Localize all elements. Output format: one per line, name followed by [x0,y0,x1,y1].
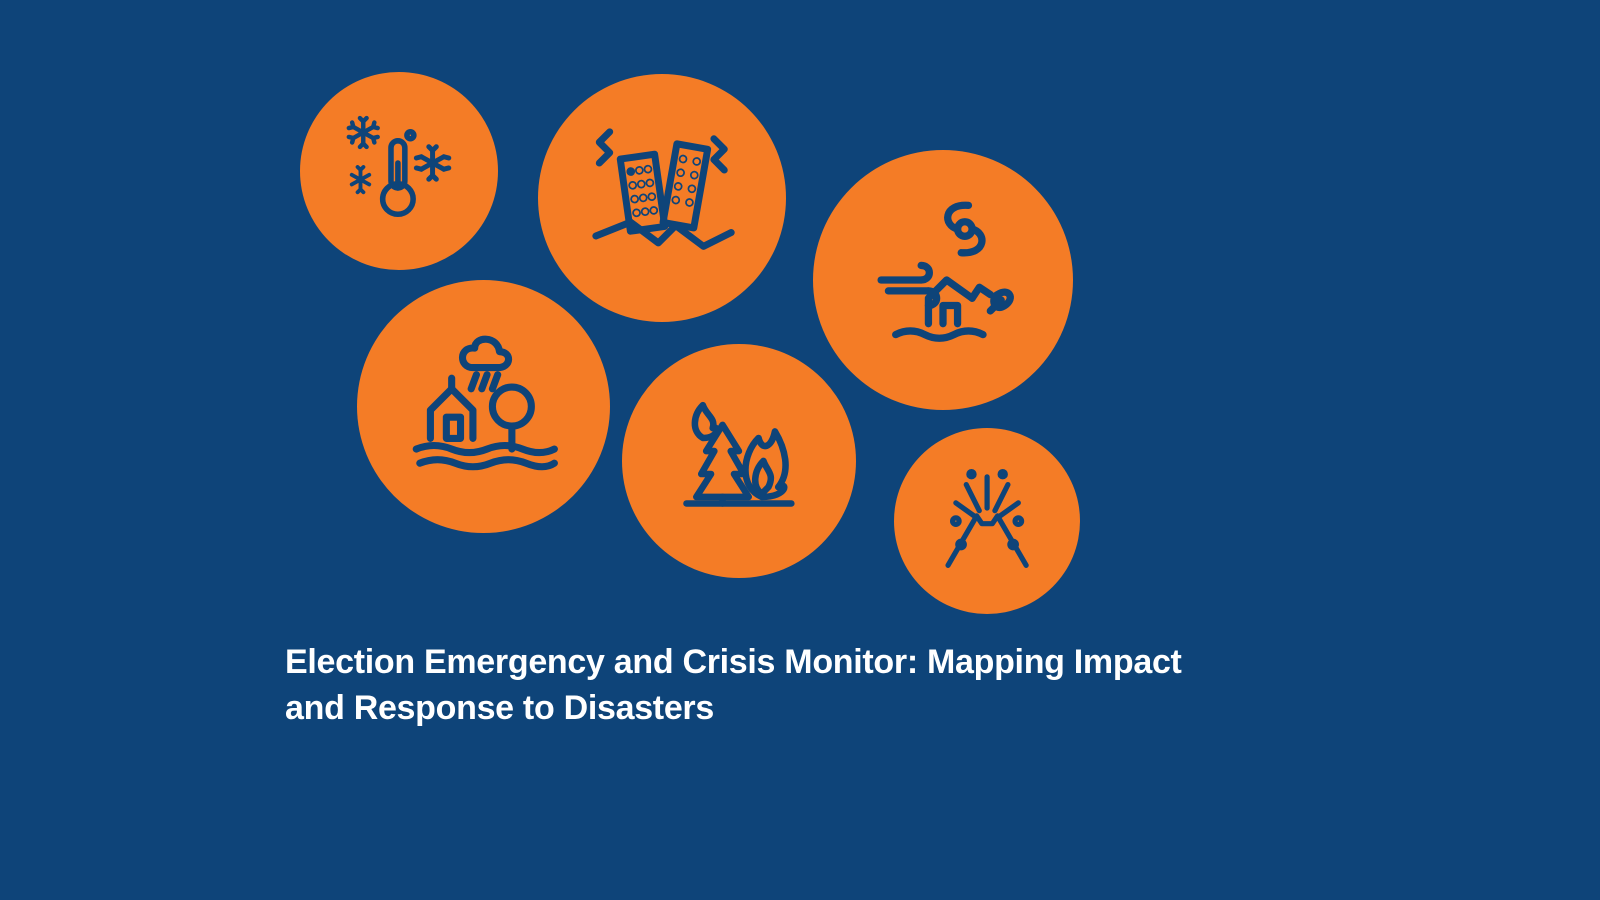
cold-weather-icon [300,72,498,270]
infographic-title: Election Emergency and Crisis Monitor: M… [285,640,1185,732]
infographic-canvas: Election Emergency and Crisis Monitor: M… [0,0,1600,900]
hurricane-icon [813,150,1073,410]
volcano-icon [894,428,1080,614]
earthquake-icon [538,74,786,322]
flood-icon [357,280,610,533]
wildfire-icon [622,344,856,578]
